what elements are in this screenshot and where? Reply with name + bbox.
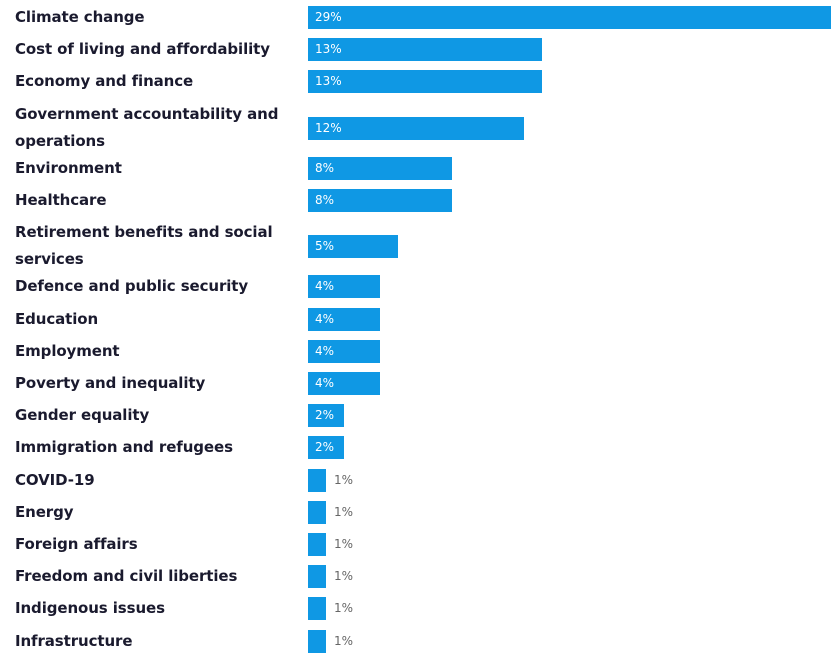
value-label: 4%	[315, 343, 335, 358]
category-label: Retirement benefits and social services	[15, 223, 273, 269]
bar	[308, 436, 345, 460]
bar	[308, 307, 381, 331]
value-label: 13%	[315, 42, 342, 57]
value-label: 4%	[315, 311, 335, 326]
value-label: 2%	[315, 408, 335, 423]
chart-row: COVID-19 1%	[0, 467, 831, 494]
category-label: Energy	[15, 502, 74, 521]
category-label: Employment	[15, 341, 120, 360]
chart-row: Defence and public security 4%	[0, 273, 831, 300]
value-label: 2%	[315, 440, 335, 455]
chart-row: Retirement benefits and social services 5…	[0, 219, 831, 273]
chart-row: Indigenous issues 1%	[0, 595, 831, 622]
value-label: 8%	[315, 193, 335, 207]
category-label: Poverty and inequality	[15, 374, 206, 392]
bar	[308, 235, 399, 259]
category-label: Indigenous issues	[15, 599, 165, 618]
bar	[308, 275, 381, 299]
chart-row: Cost of living and affordability 13%	[0, 36, 831, 63]
bar	[308, 116, 525, 140]
bar	[308, 468, 327, 492]
category-label: Infrastructure	[15, 631, 133, 650]
value-label: 1%	[334, 472, 354, 487]
category-label: Government accountability and operations	[15, 104, 279, 150]
chart-row: Gender equality 2%	[0, 402, 831, 429]
value-label: 1%	[334, 633, 354, 648]
category-label: Climate change	[15, 8, 145, 26]
value-label: 29%	[315, 10, 342, 24]
value-label: 1%	[334, 569, 354, 584]
chart-row: Energy 1%	[0, 499, 831, 526]
chart-row: Government accountability and operations…	[0, 101, 831, 155]
bar	[308, 189, 453, 212]
chart-row: Infrastructure 1%	[0, 628, 831, 655]
bar	[308, 565, 327, 589]
bar	[308, 629, 327, 653]
category-label: COVID-19	[15, 470, 95, 489]
chart-row: Environment 8%	[0, 155, 831, 182]
value-label: 5%	[315, 239, 335, 254]
category-label: Environment	[15, 158, 122, 177]
bar	[308, 339, 381, 363]
category-label: Cost of living and affordability	[15, 40, 270, 59]
bar	[308, 156, 453, 180]
bar	[308, 533, 327, 556]
bar	[308, 38, 543, 62]
chart-row: Employment 4%	[0, 338, 831, 365]
category-label: Immigration and refugees	[15, 438, 233, 457]
category-label: Healthcare	[15, 191, 107, 209]
value-label: 1%	[334, 601, 354, 616]
bar	[308, 70, 543, 94]
value-label: 12%	[315, 120, 342, 135]
category-label: Education	[15, 309, 99, 328]
bar	[308, 6, 831, 29]
bar	[308, 404, 345, 428]
category-label: Economy and finance	[15, 72, 194, 91]
value-label: 1%	[334, 537, 354, 551]
category-label: Defence and public security	[15, 277, 249, 296]
category-label: Freedom and civil liberties	[15, 567, 238, 586]
value-label: 4%	[315, 279, 335, 294]
value-label: 13%	[315, 74, 342, 89]
category-label: Gender equality	[15, 406, 150, 425]
category-label: Foreign affairs	[15, 535, 138, 553]
chart-row: Freedom and civil liberties 1%	[0, 563, 831, 590]
value-label: 1%	[334, 504, 354, 519]
value-label: 4%	[315, 376, 335, 390]
value-label: 8%	[315, 160, 335, 175]
bar	[308, 597, 327, 621]
bar	[308, 500, 327, 524]
chart-row: Foreign affairs 1%	[0, 531, 831, 558]
chart-row: Immigration and refugees 2%	[0, 434, 831, 461]
chart-row: Education 4%	[0, 306, 831, 333]
chart-row: Economy and finance 13%	[0, 68, 831, 95]
chart-row: Poverty and inequality 4%	[0, 370, 831, 397]
bar	[308, 372, 381, 395]
chart-row: Healthcare 8%	[0, 187, 831, 214]
chart-row: Climate change 29%	[0, 4, 831, 31]
